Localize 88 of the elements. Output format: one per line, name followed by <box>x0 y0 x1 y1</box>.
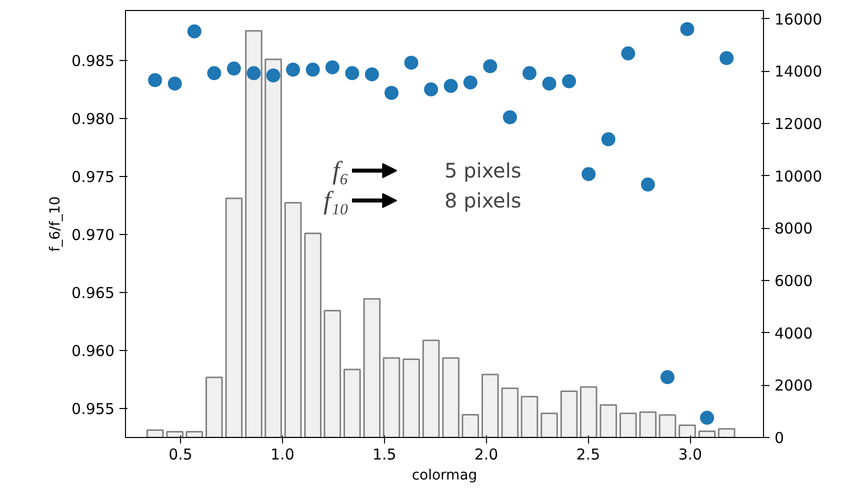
annotation: f₁₀ <box>324 186 349 216</box>
bar <box>304 232 322 438</box>
point <box>720 51 734 66</box>
point <box>601 132 616 146</box>
bar <box>520 396 538 438</box>
bar <box>245 30 262 438</box>
y-tick-label: 0.980 <box>72 110 115 128</box>
bar <box>284 202 302 438</box>
bar <box>462 414 480 438</box>
point <box>207 66 222 80</box>
point <box>345 66 360 80</box>
x-tick-label: 3.0 <box>678 446 702 464</box>
y2-tick-label: 6000 <box>774 272 813 290</box>
bar <box>422 340 440 438</box>
x-tick-label: 0.5 <box>168 446 192 464</box>
y2-tick-label: 0 <box>774 429 784 447</box>
point <box>483 59 498 74</box>
point <box>640 178 655 192</box>
bar <box>540 412 558 438</box>
bar <box>678 424 696 438</box>
point <box>522 66 536 80</box>
y2-tick-label: 2000 <box>774 376 813 395</box>
point <box>660 370 674 384</box>
bar <box>166 430 184 438</box>
bar <box>186 430 204 438</box>
y2-tick-label: 14000 <box>774 62 822 81</box>
point <box>187 24 202 38</box>
bar <box>619 412 637 438</box>
y-tick-label: 0.955 <box>72 400 115 418</box>
y-tick-label: 0.970 <box>72 226 115 244</box>
bar <box>580 386 598 438</box>
point <box>364 67 379 82</box>
point <box>226 62 241 76</box>
bar <box>146 429 164 438</box>
point <box>384 86 399 100</box>
point <box>325 60 340 74</box>
bar <box>206 376 223 438</box>
point <box>246 66 261 80</box>
y-axis-title: f_6/f_10 <box>48 196 64 252</box>
point <box>424 82 438 96</box>
y2-tick-label: 4000 <box>774 324 813 342</box>
bar <box>363 298 381 438</box>
bar <box>382 357 400 438</box>
y2-tick-label: 12000 <box>774 115 822 134</box>
bar <box>482 374 499 438</box>
point <box>404 56 418 70</box>
point <box>306 62 320 77</box>
point <box>463 75 478 90</box>
bar <box>501 388 519 438</box>
point <box>700 410 714 425</box>
annotation: 8 pixels <box>444 188 522 213</box>
x-tick-label: 1.5 <box>372 446 396 464</box>
bar <box>698 430 716 438</box>
bar <box>402 358 420 438</box>
point <box>542 76 556 91</box>
point <box>266 68 280 82</box>
bar <box>639 411 657 438</box>
point <box>286 62 300 77</box>
annotation: f₆ <box>332 156 349 186</box>
y-tick-label: 0.965 <box>72 284 115 302</box>
bar <box>324 310 342 438</box>
y2-tick-label: 10000 <box>774 167 822 186</box>
point <box>562 74 576 88</box>
x-tick-label: 1.0 <box>270 446 294 464</box>
bar <box>718 428 736 438</box>
point <box>444 78 458 93</box>
point <box>148 73 162 88</box>
x-tick-label: 2.0 <box>474 446 498 464</box>
y-tick-label: 0.975 <box>72 168 115 186</box>
point <box>582 167 596 182</box>
point <box>680 22 694 36</box>
bar <box>600 404 618 438</box>
x-tick-label: 2.5 <box>576 446 600 464</box>
annotation: 5 pixels <box>444 158 522 183</box>
y-tick-label: 0.960 <box>72 342 115 360</box>
y2-tick-label: 8000 <box>774 220 813 238</box>
bar <box>658 414 676 438</box>
y2-tick-label: 16000 <box>774 10 822 28</box>
bar <box>264 58 282 438</box>
point <box>502 110 517 124</box>
bar <box>344 368 361 438</box>
x-axis-title: colormag <box>412 468 478 484</box>
point <box>168 76 182 91</box>
bar <box>560 390 578 438</box>
bar <box>225 198 243 438</box>
point <box>621 46 636 60</box>
y-tick-label: 0.985 <box>72 52 115 70</box>
bar <box>442 357 460 438</box>
